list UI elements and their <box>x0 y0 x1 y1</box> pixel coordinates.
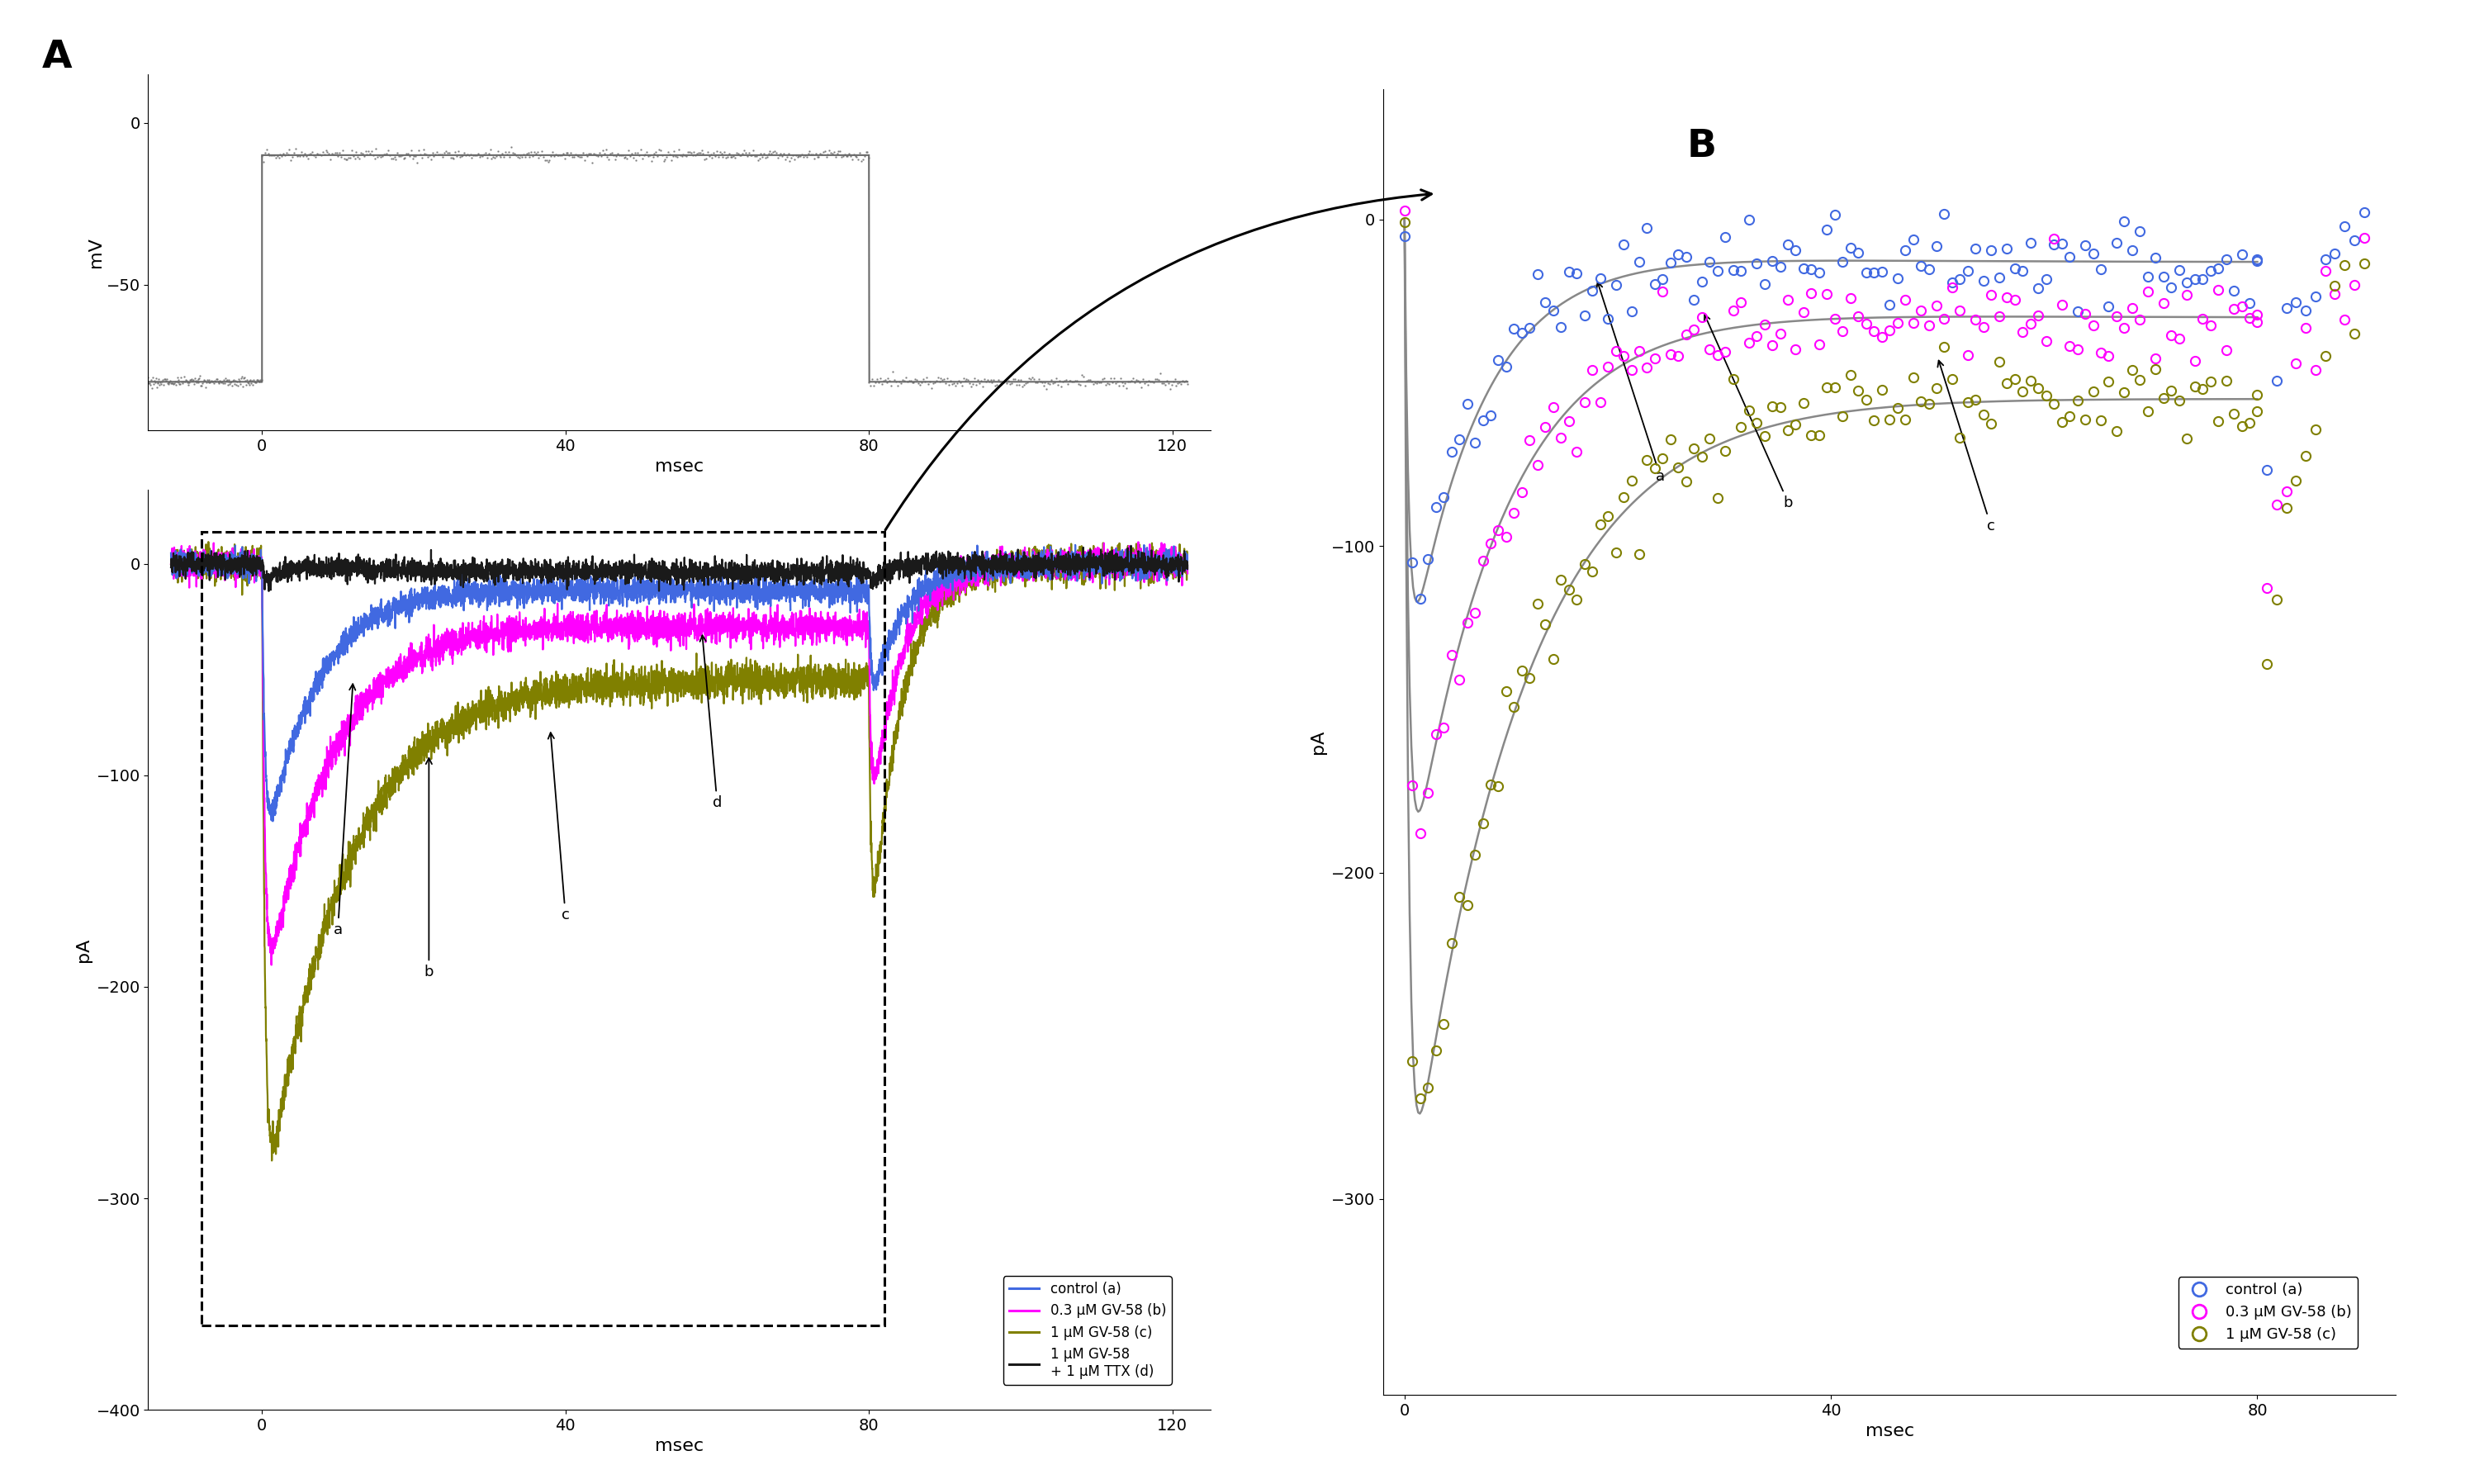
Y-axis label: pA: pA <box>74 938 91 962</box>
X-axis label: msec: msec <box>655 459 704 475</box>
Text: a: a <box>333 684 356 938</box>
Text: A: A <box>42 39 72 76</box>
X-axis label: msec: msec <box>1865 1423 1914 1439</box>
Text: b: b <box>425 758 435 979</box>
Text: c: c <box>548 733 571 923</box>
Legend: control (a), 0.3 μM GV-58 (b), 1 μM GV-58 (c): control (a), 0.3 μM GV-58 (b), 1 μM GV-5… <box>2179 1276 2359 1349</box>
Y-axis label: mV: mV <box>86 237 104 267</box>
Text: a: a <box>1596 282 1665 484</box>
Legend: control (a), 0.3 μM GV-58 (b), 1 μM GV-58 (c), 1 μM GV-58
+ 1 μM TTX (d): control (a), 0.3 μM GV-58 (b), 1 μM GV-5… <box>1003 1276 1171 1385</box>
Text: b: b <box>1704 315 1793 510</box>
Text: d: d <box>699 635 721 810</box>
Text: B: B <box>1687 128 1717 165</box>
Y-axis label: pA: pA <box>1309 730 1326 754</box>
X-axis label: msec: msec <box>655 1438 704 1454</box>
Text: c: c <box>1936 361 1996 533</box>
Bar <box>200 533 884 1325</box>
